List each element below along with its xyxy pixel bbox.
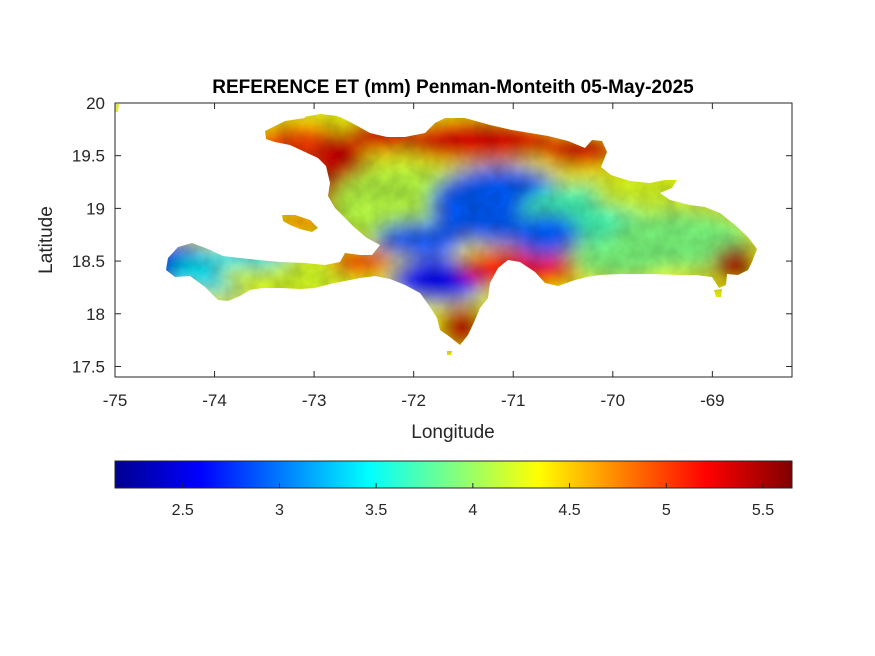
- colorbar-ticks: 2.5 3 3.5 4 4.5 5 5.5: [172, 483, 774, 519]
- colorbar-tick-label: 2.5: [172, 502, 194, 519]
- x-tick-label: -71: [501, 391, 526, 410]
- x-tick-label: -75: [103, 391, 128, 410]
- axes-box: [114, 102, 793, 378]
- y-tick-label: 18: [86, 305, 105, 324]
- texture-overlay: [115, 104, 757, 355]
- colorbar-tick-label: 3: [275, 502, 284, 519]
- colorbar-tick-label: 4: [468, 502, 477, 519]
- y-tick-label: 20: [86, 94, 105, 113]
- colorbar: [114, 460, 793, 489]
- x-axis-ticks: -75 -74 -73 -72 -71 -70 -69: [103, 103, 725, 410]
- y-tick-label: 18.5: [72, 252, 105, 271]
- x-tick-label: -69: [700, 391, 725, 410]
- y-tick-label: 19: [86, 199, 105, 218]
- x-tick-label: -70: [601, 391, 626, 410]
- x-axis-label: Longitude: [411, 422, 494, 443]
- y-tick-label: 17.5: [72, 357, 105, 376]
- x-tick-label: -74: [202, 391, 227, 410]
- et-heatmap: [115, 104, 757, 355]
- y-tick-label: 19.5: [72, 147, 105, 166]
- x-tick-label: -73: [302, 391, 327, 410]
- x-tick-label: -72: [401, 391, 426, 410]
- y-axis-ticks: 17.5 18 18.5 19 19.5 20: [72, 94, 792, 376]
- colorbar-tick-label: 5: [662, 502, 671, 519]
- y-axis-label: Latitude: [36, 206, 57, 274]
- colorbar-tick-label: 5.5: [752, 502, 774, 519]
- chart-title: REFERENCE ET (mm) Penman-Monteith 05-May…: [212, 77, 694, 98]
- colorbar-tick-label: 4.5: [558, 502, 580, 519]
- colorbar-tick-label: 3.5: [365, 502, 387, 519]
